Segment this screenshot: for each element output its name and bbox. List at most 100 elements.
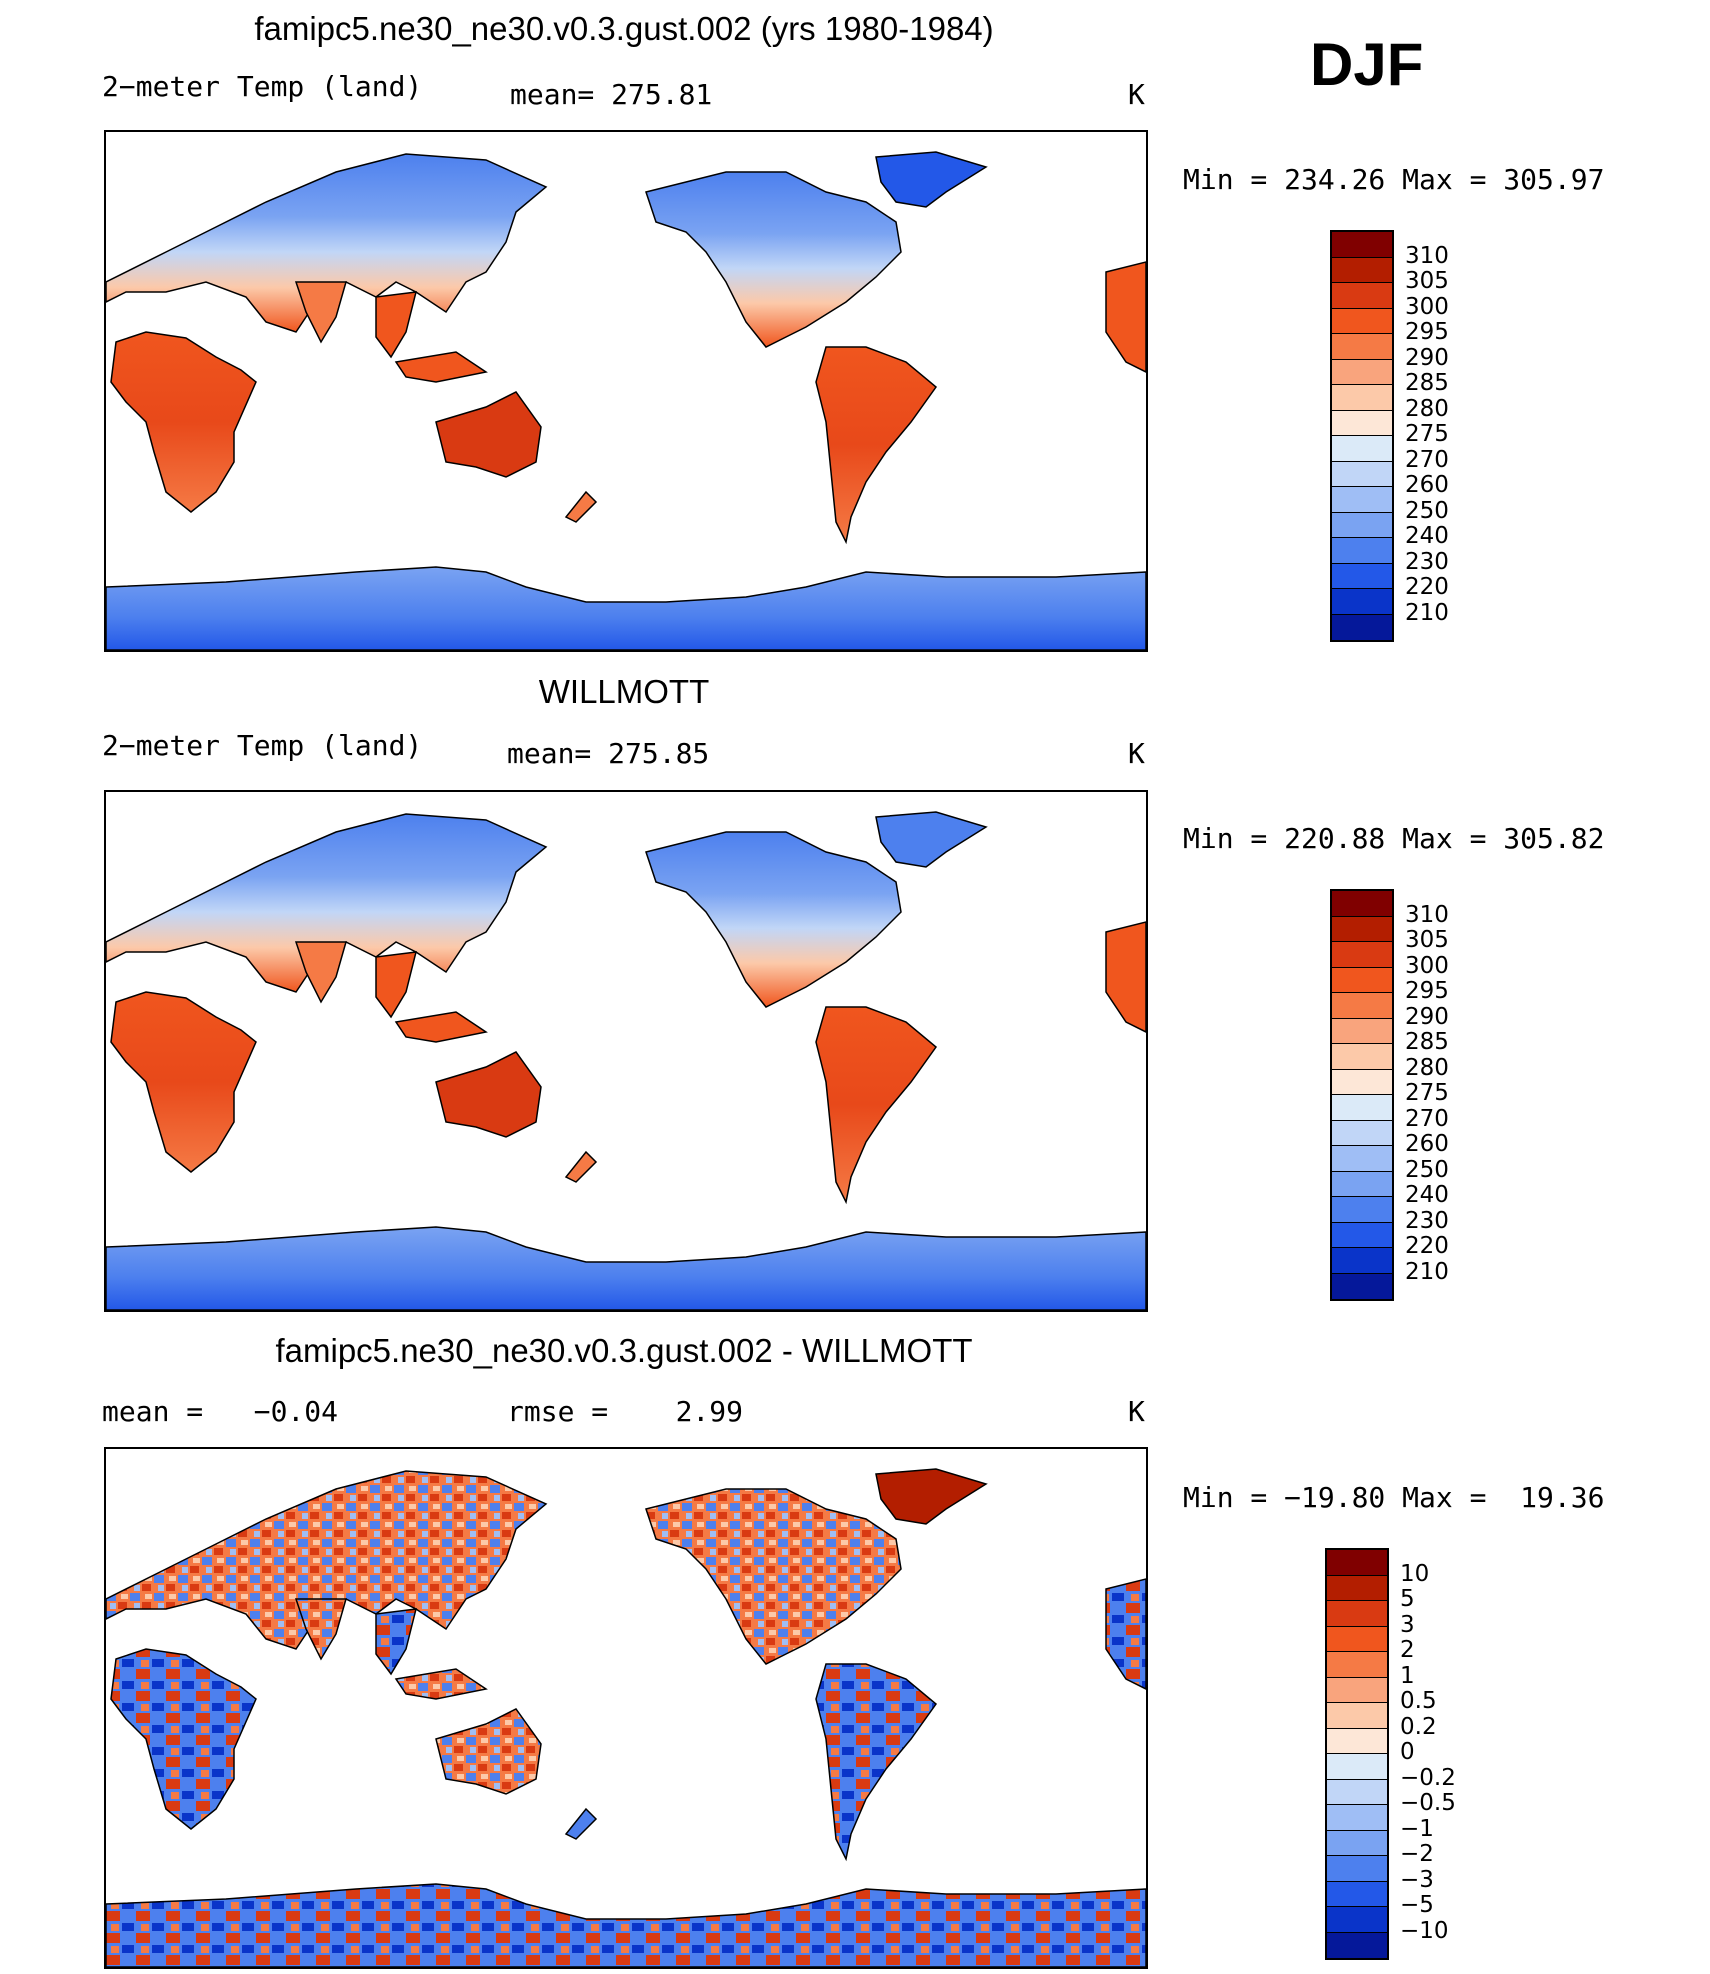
colorbar-swatch xyxy=(1327,1677,1387,1703)
panel-2-colorbar xyxy=(1330,889,1394,1301)
colorbar-tick-label: 230 xyxy=(1405,1207,1449,1234)
colorbar-tick-label: 240 xyxy=(1405,523,1449,549)
colorbar-swatch xyxy=(1327,1932,1387,1958)
colorbar-tick-label: −1 xyxy=(1400,1815,1434,1842)
colorbar-tick-label: 0.2 xyxy=(1400,1713,1437,1740)
colorbar-tick-label: 285 xyxy=(1405,370,1449,396)
colorbar-tick-label: 280 xyxy=(1405,395,1449,422)
colorbar-tick-label: 0 xyxy=(1400,1739,1415,1765)
colorbar-swatch xyxy=(1327,1703,1387,1729)
colorbar-swatch xyxy=(1327,1881,1387,1907)
colorbar-swatch xyxy=(1332,1069,1392,1095)
colorbar-tick-label: 0.5 xyxy=(1400,1688,1437,1714)
colorbar-swatch xyxy=(1332,359,1392,385)
panel-1-map-svg xyxy=(106,132,1146,650)
colorbar-tick-label: 10 xyxy=(1400,1560,1430,1587)
colorbar-swatch xyxy=(1332,1273,1392,1299)
panel-2-map-svg xyxy=(106,792,1146,1310)
colorbar-swatch xyxy=(1332,538,1392,564)
panel-3-title: famipc5.ne30_ne30.v0.3.gust.002 - WILLMO… xyxy=(275,1332,973,1369)
colorbar-swatch xyxy=(1332,916,1392,942)
colorbar-tick-label: −0.2 xyxy=(1400,1764,1456,1791)
colorbar-tick-label: 300 xyxy=(1405,293,1449,320)
panel-1-units: K xyxy=(1128,78,1145,111)
panel-2-title: WILLMOTT xyxy=(538,673,710,710)
panel-1-colorbar xyxy=(1330,230,1394,642)
colorbar-tick-label: −10 xyxy=(1400,1917,1449,1944)
colorbar-tick-label: −0.5 xyxy=(1400,1790,1456,1816)
colorbar-swatch xyxy=(1332,385,1392,411)
colorbar-swatch xyxy=(1332,512,1392,538)
colorbar-tick-label: 295 xyxy=(1405,319,1449,345)
colorbar-swatch xyxy=(1332,993,1392,1019)
panel-3-colorbar xyxy=(1325,1548,1389,1960)
colorbar-tick-label: 240 xyxy=(1405,1182,1449,1208)
panel-2-minmax: Min = 220.88 Max = 305.82 xyxy=(1183,822,1605,855)
colorbar-tick-label: 275 xyxy=(1405,1080,1449,1106)
panel-3-rmse-label: rmse = 2.99 xyxy=(507,1395,744,1428)
colorbar-swatch xyxy=(1332,1120,1392,1146)
colorbar-tick-label: 275 xyxy=(1405,421,1449,447)
season-label: DJF xyxy=(1310,31,1424,98)
colorbar-swatch xyxy=(1332,1248,1392,1274)
colorbar-swatch xyxy=(1327,1601,1387,1627)
colorbar-swatch xyxy=(1332,410,1392,436)
colorbar-tick-label: 210 xyxy=(1405,599,1449,626)
panel-2-mean-label: mean= 275.85 xyxy=(507,737,710,770)
colorbar-tick-label: 250 xyxy=(1405,497,1449,524)
colorbar-swatch xyxy=(1327,1907,1387,1933)
colorbar-tick-label: 290 xyxy=(1405,344,1449,371)
colorbar-swatch xyxy=(1332,1146,1392,1172)
colorbar-swatch xyxy=(1332,1095,1392,1121)
colorbar-swatch xyxy=(1332,232,1392,258)
panel-2-colorbar-labels: 310 305 300 295 290 285 280 275 270 260 250 240 230 2… xyxy=(1405,889,1525,1297)
colorbar-swatch xyxy=(1332,257,1392,283)
panel-1-minmax: Min = 234.26 Max = 305.97 xyxy=(1183,163,1605,196)
panel-2-field-label: 2−meter Temp (land) xyxy=(102,729,423,762)
colorbar-swatch xyxy=(1332,563,1392,589)
panel-1-field-label: 2−meter Temp (land) xyxy=(102,70,423,103)
colorbar-tick-label: 305 xyxy=(1405,927,1449,953)
colorbar-tick-label: 2 xyxy=(1400,1637,1415,1663)
colorbar-swatch xyxy=(1332,942,1392,968)
colorbar-swatch xyxy=(1332,334,1392,360)
colorbar-tick-label: 260 xyxy=(1405,472,1449,498)
colorbar-swatch xyxy=(1332,487,1392,513)
panel-1-map xyxy=(104,130,1148,652)
colorbar-tick-label: −2 xyxy=(1400,1841,1434,1867)
colorbar-swatch xyxy=(1332,1044,1392,1070)
colorbar-swatch xyxy=(1327,1830,1387,1856)
colorbar-tick-label: 5 xyxy=(1400,1586,1415,1612)
colorbar-tick-label: 260 xyxy=(1405,1131,1449,1157)
colorbar-swatch xyxy=(1332,1222,1392,1248)
colorbar-swatch xyxy=(1327,1754,1387,1780)
colorbar-swatch xyxy=(1327,1805,1387,1831)
colorbar-tick-label: 285 xyxy=(1405,1029,1449,1055)
colorbar-tick-label: 300 xyxy=(1405,952,1449,979)
panel-3-mean-label: mean = −0.04 xyxy=(102,1395,339,1428)
colorbar-tick-label: 280 xyxy=(1405,1054,1449,1081)
panel-3-units: K xyxy=(1128,1395,1145,1428)
colorbar-swatch xyxy=(1327,1626,1387,1652)
panel-3-map xyxy=(104,1447,1148,1969)
colorbar-tick-label: 270 xyxy=(1405,446,1449,473)
panel-3-minmax: Min = −19.80 Max = 19.36 xyxy=(1183,1481,1605,1514)
colorbar-swatch xyxy=(1327,1856,1387,1882)
colorbar-swatch xyxy=(1332,1171,1392,1197)
colorbar-tick-label: 305 xyxy=(1405,268,1449,294)
colorbar-swatch xyxy=(1332,1197,1392,1223)
colorbar-tick-label: 270 xyxy=(1405,1105,1449,1132)
colorbar-tick-label: −5 xyxy=(1400,1892,1434,1918)
colorbar-swatch xyxy=(1332,891,1392,917)
colorbar-tick-label: 1 xyxy=(1400,1662,1415,1689)
colorbar-swatch xyxy=(1332,436,1392,462)
colorbar-swatch xyxy=(1332,589,1392,615)
colorbar-tick-label: 210 xyxy=(1405,1258,1449,1285)
colorbar-tick-label: 220 xyxy=(1405,1233,1449,1259)
colorbar-swatch xyxy=(1327,1575,1387,1601)
colorbar-tick-label: −3 xyxy=(1400,1866,1434,1893)
panel-1-colorbar-labels: 310 305 300 295 290 285 280 275 270 260 250 240 230 2… xyxy=(1405,230,1525,638)
panel-1-title: famipc5.ne30_ne30.v0.3.gust.002 (yrs 198… xyxy=(254,10,994,47)
colorbar-swatch xyxy=(1332,614,1392,640)
colorbar-tick-label: 220 xyxy=(1405,574,1449,600)
